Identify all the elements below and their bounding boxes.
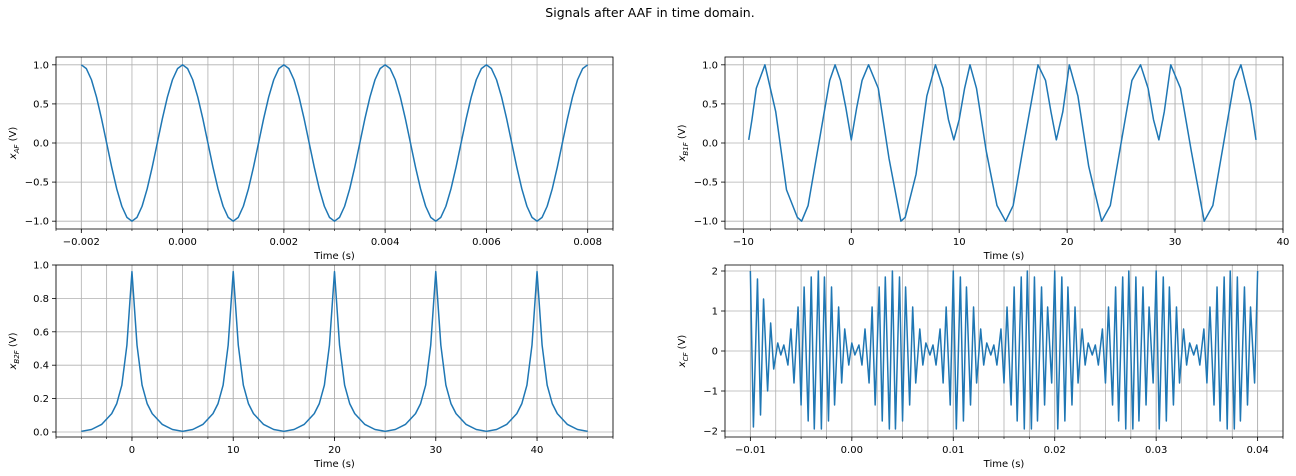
y-axis-label-var: x [8, 364, 19, 371]
y-axis-label-sub: CF [682, 352, 690, 362]
y-axis-label-sub: B1F [682, 141, 690, 155]
y-axis-label-unit: (V) [677, 335, 688, 353]
series-line [747, 64, 1257, 222]
y-axis-label-unit: (V) [677, 124, 688, 142]
y-axis-label-var: x [677, 361, 688, 368]
y-tick-label: 0.0 [33, 427, 49, 438]
x-tick-label: 10 [953, 237, 966, 248]
x-tick-label: 30 [429, 445, 442, 456]
x-tick-label: 0 [129, 445, 135, 456]
y-tick-label: −1.0 [694, 217, 718, 228]
x-axis-label: Time (s) [983, 251, 1025, 262]
y-tick-label: −2 [703, 427, 718, 438]
series-line [749, 270, 1259, 430]
x-axis-label: Time (s) [983, 459, 1025, 470]
x-tick-label: −10 [733, 237, 754, 248]
y-tick-label: 0 [712, 347, 718, 358]
series-line [80, 64, 589, 222]
x-tick-label: 0.03 [1145, 445, 1167, 456]
y-tick-label: 1 [712, 307, 718, 318]
x-tick-label: 20 [328, 445, 341, 456]
y-tick-label: 1.0 [33, 60, 49, 71]
subplot-x-b1f: −10 0 10 20 30 40 −1.0 −0.5 0.0 0.5 1.0 Time (s) xB1… [677, 56, 1290, 262]
y-tick-label: 0.5 [33, 99, 49, 110]
y-tick-label: −1 [703, 387, 718, 398]
x-tick-label: 0.02 [1044, 445, 1066, 456]
y-tick-label: −0.5 [25, 178, 49, 189]
x-axis-label: Time (s) [313, 251, 355, 262]
y-tick-label: 0.5 [702, 99, 718, 110]
x-tick-label: 20 [1061, 237, 1074, 248]
y-tick-label: 1.0 [702, 60, 718, 71]
x-tick-label: 0.002 [270, 237, 299, 248]
x-tick-label: 0.004 [371, 237, 400, 248]
y-tick-label: 0.6 [33, 327, 49, 338]
x-axis-label: Time (s) [313, 459, 355, 470]
x-tick-label: 0.00 [841, 445, 863, 456]
y-tick-label: 2 [712, 267, 718, 278]
x-tick-label: −0.01 [735, 445, 766, 456]
y-axis-label: xCF (V) [677, 335, 690, 369]
series-line [81, 270, 588, 433]
y-axis-label-unit: (V) [8, 127, 19, 145]
y-tick-label: 0.0 [33, 139, 49, 150]
y-axis-label-var: x [677, 156, 688, 163]
x-tick-label: 10 [227, 445, 240, 456]
y-tick-label: 0.2 [33, 394, 49, 405]
subplot-x-af: −0.002 0.000 0.002 0.004 0.006 0.008 −1.0 −0.5 0… [8, 56, 614, 262]
y-tick-label: 0.4 [33, 361, 49, 372]
x-tick-label: 0.01 [942, 445, 964, 456]
x-tick-label: 0.04 [1247, 445, 1269, 456]
x-tick-label: 0.000 [168, 237, 197, 248]
y-tick-label: −1.0 [25, 217, 49, 228]
y-tick-label: −0.5 [694, 178, 718, 189]
y-tick-label: 0.8 [33, 294, 49, 305]
y-axis-label: xB1F (V) [677, 124, 690, 162]
x-tick-label: 30 [1169, 237, 1182, 248]
x-tick-label: −0.002 [63, 237, 100, 248]
y-axis-label: xB2F (V) [8, 332, 21, 370]
y-axis-label-unit: (V) [8, 332, 19, 350]
y-tick-label: 1.0 [33, 261, 49, 272]
y-axis-label-sub: B2F [13, 349, 21, 363]
subplot-x-cf: −0.01 0.00 0.01 0.02 0.03 0.04 −2 −1 0 1 2 Time (s)… [677, 264, 1284, 470]
x-tick-label: 40 [1277, 237, 1290, 248]
y-axis-label-var: x [8, 153, 19, 160]
y-tick-label: 0.0 [702, 139, 718, 150]
x-tick-label: 0.006 [472, 237, 501, 248]
y-axis-label: xAF (V) [8, 127, 21, 161]
x-tick-label: 40 [531, 445, 544, 456]
figure-suptitle: Signals after AAF in time domain. [545, 5, 754, 20]
y-axis-label-sub: AF [13, 144, 21, 155]
subplot-x-b2f: 0 10 20 30 40 0.0 0.2 0.4 0.6 0.8 1.0 Time (s) xB2F … [8, 261, 614, 470]
x-tick-label: 0.008 [573, 237, 602, 248]
x-tick-label: 0 [848, 237, 854, 248]
